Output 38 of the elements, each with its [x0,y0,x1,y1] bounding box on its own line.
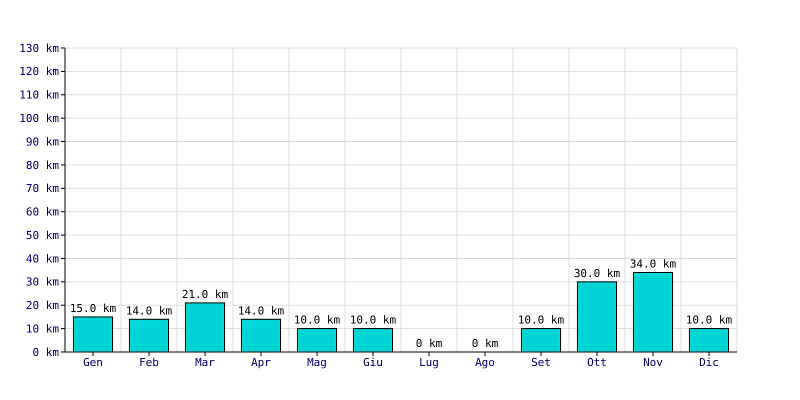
y-tick-label: 90 km [26,135,60,148]
data-label: 10.0 km [350,314,397,327]
x-tick-label: Feb [139,356,159,369]
data-label: 10.0 km [518,314,565,327]
data-label: 21.0 km [182,288,229,301]
y-tick-label: 30 km [26,276,60,289]
y-tick-label: 10 km [26,322,60,336]
y-tick-label: 110 km [19,88,60,102]
x-tick-label: Mag [307,356,327,369]
y-tick-label: 0 km [32,346,60,359]
y-tick-label: 40 km [26,252,60,266]
x-tick-label: Ott [587,356,607,369]
data-label: 14.0 km [238,304,285,318]
data-label: 30.0 km [574,266,621,280]
y-tick-label: 100 km [19,112,60,126]
data-label: 34.0 km [630,257,677,270]
x-tick-label: Gen [83,356,103,369]
data-label: 10.0 km [294,314,341,327]
data-label: 0 km [472,337,499,350]
y-tick-label: 80 km [26,158,60,172]
y-tick-label: 50 km [26,228,60,242]
x-tick-label: Lug [419,356,439,369]
x-tick-label: Dic [699,356,719,369]
y-tick-label: 130 km [19,42,60,55]
x-tick-label: Apr [251,356,272,369]
data-label: 14.0 km [126,304,173,318]
y-tick-label: 120 km [19,65,60,78]
x-tick-label: Giu [363,356,383,369]
x-tick-label: Set [531,356,551,369]
y-tick-label: 60 km [26,206,60,219]
x-tick-label: Ago [475,356,495,369]
x-tick-label: Mar [195,356,216,369]
x-tick-label: Nov [643,356,664,369]
data-label: 0 km [416,337,443,350]
y-tick-label: 70 km [26,182,60,196]
y-tick-label: 20 km [26,299,60,312]
data-label: 10.0 km [686,314,733,327]
data-label: 15.0 km [70,302,117,315]
